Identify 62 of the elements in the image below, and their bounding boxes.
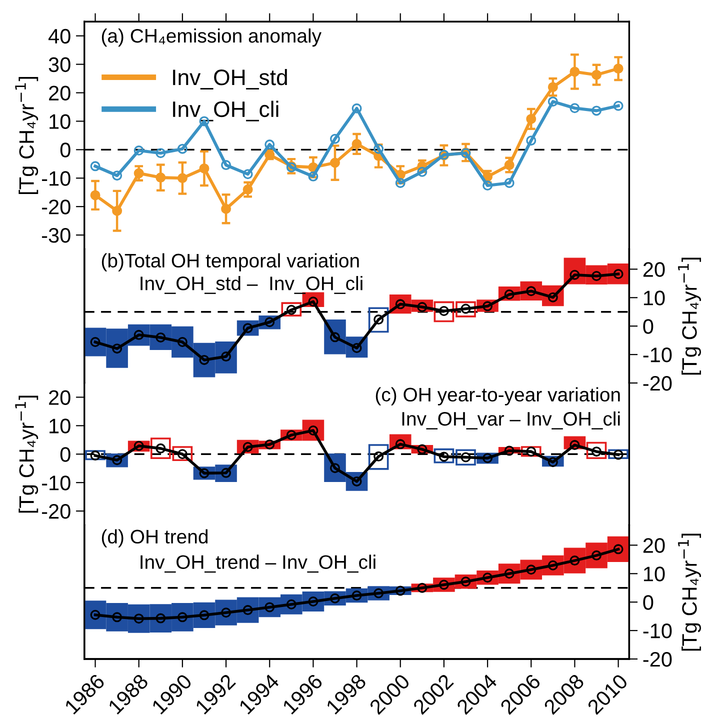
y2-tick-label: 0 [643,319,654,334]
y-tick-label: -10 [42,476,70,490]
y2-axis-title: [Tg CH₄yr$^{−1}$] [678,258,701,375]
point [264,140,275,150]
bar [368,444,389,470]
point [330,134,340,144]
y2-tick-label: 10 [644,290,665,306]
y-axis-title: [Tg CH₄yr$^{−1}$] [15,396,38,513]
y2-tick-label: -10 [643,624,672,638]
point [504,446,514,456]
y-tick-label: 20 [49,390,70,405]
point [570,103,580,114]
y-tick-label: 30 [48,57,70,72]
point [90,450,100,461]
y-tick-label: -10 [42,171,70,186]
bar [608,449,628,460]
y2-tick-label: 20 [643,538,665,553]
point [242,169,253,180]
y-tick-label: 0 [60,142,70,158]
y2-tick-label: 0 [643,595,654,610]
y2-tick-label: -10 [643,348,672,362]
point [90,161,100,172]
chart-title: (d) OH trend [102,529,208,548]
point [264,439,275,450]
point [177,144,188,154]
point [482,180,493,191]
text: Inv_OH_trend – Inv_OH_cli [140,554,376,573]
y2-tick-label: -20 [643,652,672,667]
point [504,178,514,188]
point [417,582,428,593]
point [156,148,166,158]
chart-title: (b)Total OH temporal variation [102,253,359,272]
legend-label: Inv_OH_std [173,68,287,90]
point [395,586,406,596]
point [417,166,428,177]
point [526,136,536,146]
text: Inv_OH_std – Inv_OH_cli [140,276,362,294]
y-tick-label: -20 [42,200,70,214]
y-tick-label: 10 [50,418,70,434]
y-axis-title: [Tg CH₄yr$^{−1}$] [15,77,38,194]
y2-tick-label: -20 [643,376,672,391]
y-tick-label: 20 [49,86,70,101]
point [592,106,602,116]
point [352,103,362,114]
legend-label: Inv_OH_cli [173,100,278,122]
y2-tick-label: 20 [643,262,665,277]
y-tick-label: -30 [42,228,70,243]
point [613,100,624,111]
point [613,450,624,460]
y-tick-label: 40 [48,28,70,44]
y2-axis-title: [Tg CH₄yr$^{−1}$] [678,534,701,651]
text: Inv_OH_var – Inv_OH_cli [402,411,620,430]
y-tick-label: 10 [50,114,70,129]
point [417,444,428,454]
chart-title: (c) OH year-to-year variation [376,387,620,406]
point [112,170,122,181]
point [134,146,144,156]
chart-title: (a) CH₄emission anomaly [102,28,322,47]
point [221,160,232,170]
y-tick-label: 0 [60,447,70,462]
y-tick-label: -20 [42,504,70,519]
y2-tick-label: 10 [644,566,665,582]
